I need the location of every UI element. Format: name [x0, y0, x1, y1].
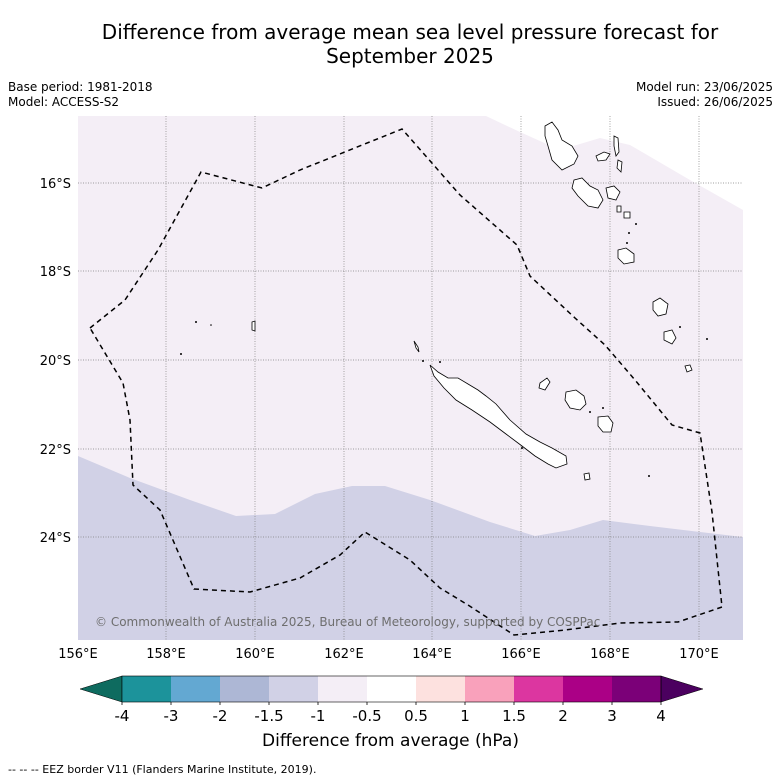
colorbar-tick-label: -1.5 [254, 707, 283, 725]
colorbar-tick-label: -4 [115, 707, 130, 725]
island-malekula [571, 177, 604, 209]
lon-label: 162°E [324, 647, 364, 662]
island-espiritu-santo [544, 121, 579, 171]
lat-label: 18°S [40, 265, 71, 280]
lon-label: 158°E [146, 647, 186, 662]
island-aneityum [663, 329, 677, 345]
colorbar: -4 -3 -2 -1.5 -1 -0.5 0.5 1 1.5 2 3 4 [79, 675, 704, 725]
colorbar-segment [269, 676, 318, 702]
lon-label: 156°E [58, 647, 98, 662]
colorbar-tick-label: -0.5 [352, 707, 381, 725]
colorbar-tick-label: 0.5 [404, 707, 428, 725]
island-epi [623, 211, 631, 219]
colorbar-tick-label: -1 [311, 707, 326, 725]
island-hunter [684, 364, 693, 373]
latitude-labels: 16°S 18°S 20°S 22°S 24°S [40, 177, 71, 546]
colorbar-tick-label: -2 [213, 707, 228, 725]
new-caledonia-main-island [429, 364, 568, 469]
map-title: Difference from average mean sea level p… [60, 20, 760, 68]
anomaly-region-blue [78, 456, 743, 640]
model-run: Model run: 23/06/2025 [635, 80, 773, 94]
meta-right: Model run: 23/06/2025 Issued: 26/06/2025 [636, 80, 773, 110]
colorbar-tick-label: -3 [164, 707, 179, 725]
island-erromango [617, 247, 635, 265]
lat-label: 20°S [40, 354, 71, 369]
eez-border [89, 128, 723, 636]
meta-left: Base period: 1981-2018 Model: ACCESS-S2 [8, 80, 153, 110]
lon-label: 168°E [590, 647, 630, 662]
lon-label: 164°E [412, 647, 452, 662]
island-mare [597, 415, 614, 433]
colorbar-tick-label: 1.5 [502, 707, 526, 725]
anomaly-region-light [78, 116, 743, 640]
colorbar-tick-label: 1 [460, 707, 470, 725]
model-name: Model: ACCESS-S2 [8, 95, 120, 109]
issued-date: Issued: 26/06/2025 [657, 95, 773, 109]
colorbar-segment [171, 676, 220, 702]
island-shepherd [616, 205, 622, 213]
grid-lines [78, 116, 743, 640]
colorbar-border [121, 675, 662, 703]
longitude-labels: 156°E 158°E 160°E 162°E 164°E 166°E 168°… [58, 647, 719, 662]
colorbar-segment [220, 676, 269, 702]
colorbar-under-arrow [79, 675, 123, 703]
colorbar-tick-label: 4 [656, 707, 666, 725]
coastlines [251, 121, 693, 481]
island-lifou [564, 389, 587, 411]
colorbar-over-arrow [660, 675, 704, 703]
colorbar-segment [122, 676, 171, 702]
colorbar-segment [514, 676, 563, 702]
colorbar-segment [612, 676, 661, 702]
colorbar-segment [367, 676, 416, 702]
colorbar-segment [563, 676, 612, 702]
lat-label: 16°S [40, 177, 71, 192]
colorbar-segment [416, 676, 465, 702]
island-chesterfield [251, 320, 256, 332]
island-ambae [595, 151, 611, 162]
lon-label: 170°E [679, 647, 719, 662]
lat-label: 24°S [40, 531, 71, 546]
footnote: -- -- -- EEZ border V11 (Flanders Marine… [8, 763, 317, 776]
title-line-2: September 2025 [326, 44, 494, 68]
colorbar-tick-label: 2 [558, 707, 568, 725]
colorbar-segment [465, 676, 514, 702]
island-efate [605, 185, 621, 201]
island-tanna [652, 297, 669, 317]
island-pentecost [616, 159, 623, 173]
map-area: © Commonwealth of Australia 2025, Bureau… [78, 116, 743, 640]
colorbar-segment [318, 676, 367, 702]
base-period: Base period: 1981-2018 [8, 80, 153, 94]
small-islets [180, 223, 708, 477]
island-maewo [613, 135, 620, 157]
title-line-1: Difference from average mean sea level p… [101, 20, 719, 44]
lat-label: 22°S [40, 443, 71, 458]
copyright-notice: © Commonwealth of Australia 2025, Bureau… [95, 615, 600, 629]
colorbar-tick-label: 3 [607, 707, 617, 725]
island-pines [583, 472, 591, 481]
lon-label: 166°E [501, 647, 541, 662]
island-belep [413, 340, 420, 353]
island-ouvea [538, 377, 551, 391]
colorbar-label: Difference from average (hPa) [262, 731, 519, 751]
lon-label: 160°E [235, 647, 275, 662]
